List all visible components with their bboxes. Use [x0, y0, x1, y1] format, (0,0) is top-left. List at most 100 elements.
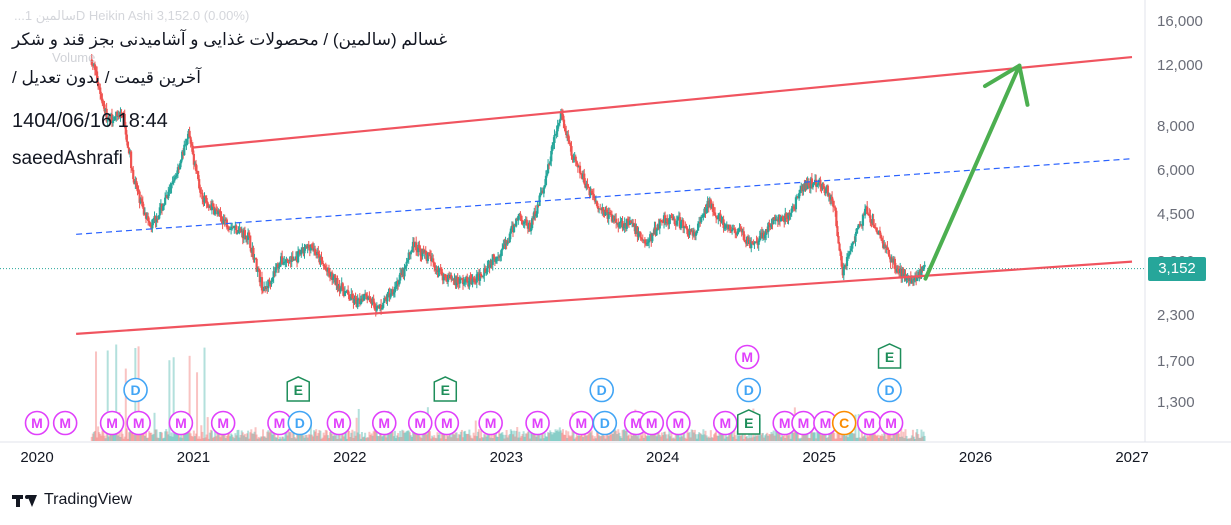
volume-bar — [554, 429, 557, 441]
event-marker-c[interactable]: C — [831, 410, 857, 436]
volume-bar — [206, 417, 209, 441]
event-marker-m[interactable]: M — [525, 410, 550, 436]
candle-body — [381, 307, 384, 310]
volume-bar — [330, 430, 333, 441]
event-marker-m[interactable]: M — [210, 410, 236, 436]
candle-body — [701, 216, 704, 218]
candle-body — [181, 151, 184, 160]
volume-bar — [863, 435, 866, 441]
event-marker-d[interactable]: D — [589, 377, 615, 403]
event-marker-m[interactable]: M — [24, 410, 50, 436]
event-marker-m[interactable]: M — [666, 410, 691, 436]
event-marker-letter: E — [885, 349, 894, 365]
event-marker-m[interactable]: M — [856, 410, 882, 436]
volume-bar — [723, 438, 726, 441]
event-marker-m[interactable]: M — [326, 410, 352, 436]
volume-bar — [380, 429, 383, 441]
volume-bar — [844, 436, 847, 441]
volume-bar — [240, 430, 243, 441]
tradingview-logo[interactable]: TradingView — [12, 491, 132, 509]
event-marker-m[interactable]: M — [126, 410, 151, 436]
event-marker-m[interactable]: M — [712, 410, 738, 436]
volume-bar — [806, 433, 809, 441]
volume-bar — [691, 429, 694, 441]
event-marker-m[interactable]: M — [371, 410, 397, 436]
event-marker-m[interactable]: M — [569, 410, 594, 436]
volume-bar — [839, 437, 842, 441]
event-marker-m[interactable]: M — [99, 410, 125, 436]
event-marker-d[interactable]: D — [736, 377, 762, 403]
volume-bar — [399, 430, 402, 441]
volume-bar — [466, 434, 469, 441]
volume-bar — [175, 429, 178, 441]
volume-bar — [515, 430, 518, 441]
volume-bar — [220, 432, 223, 441]
candle-body — [353, 297, 356, 303]
volume-bar — [794, 429, 797, 441]
volume-bar — [102, 429, 105, 441]
event-marker-d[interactable]: D — [287, 410, 313, 436]
event-marker-e[interactable]: E — [433, 376, 458, 402]
volume-bar — [357, 408, 360, 441]
event-marker-m[interactable]: M — [734, 344, 760, 370]
event-marker-e[interactable]: E — [877, 343, 902, 369]
event-marker-m[interactable]: M — [434, 410, 460, 436]
volume-bar — [675, 430, 678, 441]
volume-bar — [258, 438, 261, 441]
volume-bar — [110, 429, 113, 441]
candle-body — [851, 243, 854, 249]
candle-body — [168, 189, 171, 192]
candle-body — [893, 258, 896, 269]
candle-body — [742, 231, 745, 240]
volume-bar — [288, 432, 291, 441]
volume-bar — [143, 435, 146, 441]
volume-bar — [917, 434, 920, 441]
candle-body — [284, 261, 287, 263]
event-marker-d[interactable]: D — [123, 377, 148, 403]
volume-bar — [344, 431, 347, 441]
event-marker-e[interactable]: E — [737, 409, 761, 435]
volume-bar — [575, 430, 578, 441]
candle-body — [327, 267, 331, 274]
event-marker-m[interactable]: M — [478, 410, 503, 436]
event-marker-d[interactable]: D — [592, 410, 618, 436]
price-tick-label: 2,300 — [1157, 307, 1195, 325]
candle-body — [432, 258, 435, 263]
event-marker-m[interactable]: M — [878, 410, 904, 436]
candle-body — [161, 206, 165, 211]
event-marker-shape — [434, 410, 460, 436]
volume-bar — [567, 431, 570, 441]
event-marker-m[interactable]: M — [52, 410, 78, 436]
candle-body — [592, 194, 595, 199]
volume-bar — [105, 432, 108, 441]
event-marker-m[interactable]: M — [791, 410, 816, 436]
price-tick-label: 8,000 — [1157, 118, 1195, 136]
candle-body — [695, 230, 699, 233]
candle-body — [542, 187, 545, 194]
event-marker-m[interactable]: M — [168, 410, 194, 436]
event-marker-e[interactable]: E — [286, 376, 310, 402]
volume-bar — [365, 438, 368, 441]
candle-body — [344, 291, 348, 293]
volume-bar — [757, 435, 760, 441]
candle-body — [116, 111, 119, 117]
volume-bar — [500, 433, 503, 441]
candle-body — [118, 115, 121, 117]
volume-bar — [463, 431, 466, 441]
candle-body — [564, 128, 567, 132]
volume-bar — [390, 429, 393, 441]
candle-body — [558, 119, 561, 124]
event-marker-m[interactable]: M — [639, 410, 665, 436]
event-marker-shape — [589, 377, 615, 403]
candle-body — [719, 213, 722, 222]
volume-bar — [902, 431, 905, 441]
event-marker-d[interactable]: D — [877, 377, 902, 403]
volume-bar — [202, 438, 205, 441]
candle-body — [785, 213, 788, 219]
year-tick-label: 2026 — [958, 449, 993, 466]
event-marker-m[interactable]: M — [407, 410, 433, 436]
volume-bar — [144, 430, 147, 441]
candle-body — [866, 206, 869, 214]
